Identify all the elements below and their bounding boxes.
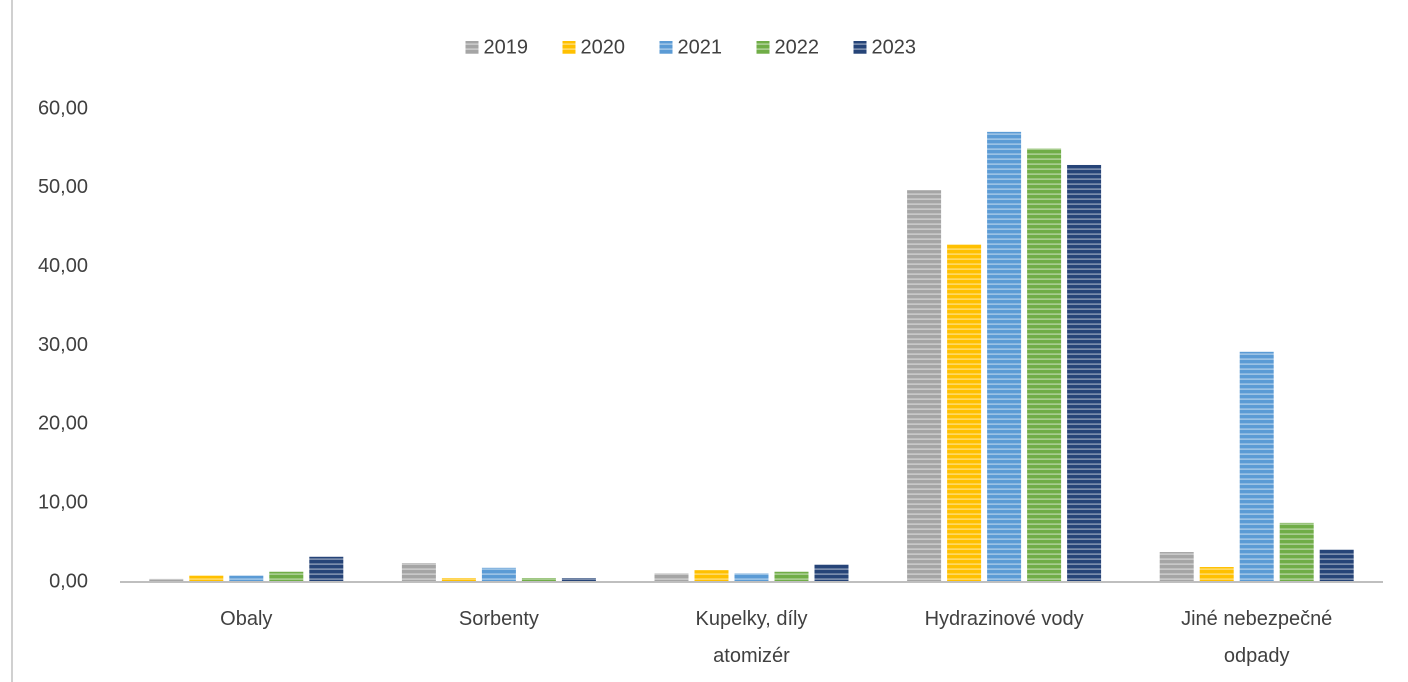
bar <box>149 578 184 582</box>
y-tick-label: 60,00 <box>38 97 88 119</box>
bar <box>1319 549 1354 582</box>
bar <box>1199 567 1234 582</box>
legend-swatch <box>659 41 673 54</box>
bar <box>229 575 264 582</box>
bar <box>481 567 516 582</box>
bar <box>1027 148 1062 582</box>
legend-label: 2021 <box>678 36 723 58</box>
y-tick-label: 0,00 <box>49 570 88 592</box>
bar <box>814 564 849 582</box>
legend-label: 2022 <box>775 36 820 58</box>
x-tick-label: Hydrazinové vody <box>925 608 1084 630</box>
legend-label: 2019 <box>484 36 529 58</box>
bar <box>1279 522 1314 582</box>
bar <box>1159 552 1194 582</box>
bar <box>309 556 344 582</box>
y-tick-label: 20,00 <box>38 413 88 435</box>
y-tick-label: 40,00 <box>38 255 88 277</box>
bar <box>694 570 729 582</box>
bar <box>561 578 596 582</box>
x-tick-label: Kupelky, díly atomizér <box>696 608 808 667</box>
legend-swatch <box>562 41 576 54</box>
bar <box>734 573 769 582</box>
legend-label: 2023 <box>872 36 917 58</box>
y-tick-label: 30,00 <box>38 334 88 356</box>
bar <box>521 578 556 582</box>
legend-swatch <box>756 41 770 54</box>
bar <box>774 571 809 582</box>
legend-label: 2020 <box>581 36 626 58</box>
legend-swatch <box>853 41 867 54</box>
y-tick-label: 10,00 <box>38 491 88 513</box>
bar <box>907 190 942 582</box>
x-tick-label: Obaly <box>220 608 272 630</box>
bar <box>1067 164 1102 582</box>
x-tick-label: Sorbenty <box>459 608 539 630</box>
bar <box>654 573 689 582</box>
bar <box>189 575 224 582</box>
x-tick-label: Jiné nebezpečné odpady <box>1181 608 1332 667</box>
legend-swatch <box>465 41 479 54</box>
bar <box>401 563 436 582</box>
bar <box>269 571 304 582</box>
bar <box>947 244 982 583</box>
bar <box>1239 351 1274 582</box>
bar <box>441 578 476 582</box>
bar <box>987 131 1022 582</box>
y-tick-label: 50,00 <box>38 176 88 198</box>
